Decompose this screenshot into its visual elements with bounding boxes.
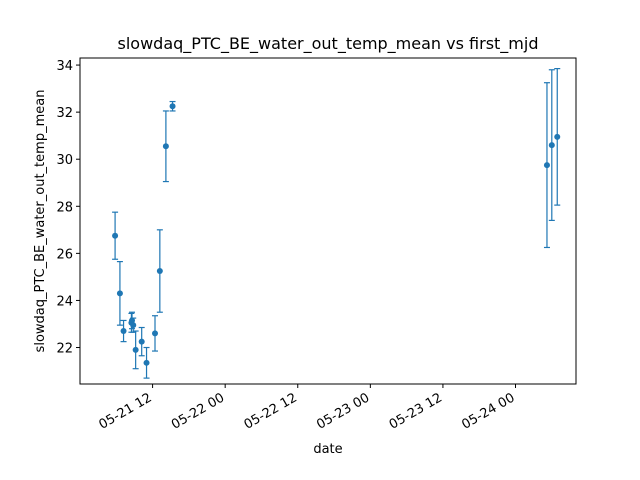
point-marker [116, 290, 123, 297]
point-marker [138, 338, 145, 345]
data-point-14 [543, 82, 550, 249]
point-marker [162, 143, 169, 150]
data-point-10 [152, 315, 159, 352]
data-point-15 [548, 69, 555, 222]
data-point-3 [120, 319, 127, 343]
point-marker [120, 328, 127, 335]
point-marker [152, 330, 159, 337]
data-point-11 [156, 229, 163, 313]
data-marks [112, 67, 561, 379]
y-axis-ticks: 22 24 26 28 30 32 34 [56, 59, 80, 357]
data-point-12 [162, 110, 169, 183]
y-tick-label: 30 [56, 153, 73, 168]
point-marker [548, 142, 555, 149]
point-marker [132, 346, 139, 353]
data-point-2 [116, 261, 123, 326]
y-tick-label: 26 [56, 247, 73, 262]
point-marker [112, 232, 119, 239]
point-marker [554, 133, 561, 140]
data-point-8 [138, 326, 145, 357]
y-axis-label: slowdaq_PTC_BE_water_out_temp_mean [33, 90, 48, 353]
y-tick-label: 28 [56, 200, 73, 215]
y-tick-label: 24 [56, 294, 73, 309]
x-axis-label: date [313, 442, 342, 457]
data-point-9 [143, 346, 150, 379]
point-marker [156, 268, 163, 275]
data-point-1 [112, 211, 119, 260]
point-marker [169, 103, 176, 110]
y-tick-label: 22 [56, 342, 73, 357]
data-point-16 [554, 67, 561, 206]
y-tick-label: 32 [56, 106, 73, 121]
data-point-13 [169, 100, 176, 112]
chart-title: slowdaq_PTC_BE_water_out_temp_mean vs fi… [118, 34, 539, 54]
y-tick-label: 34 [56, 59, 73, 74]
point-marker [543, 162, 550, 169]
point-marker [143, 359, 150, 366]
plot-frame [79, 57, 577, 385]
point-marker [130, 322, 137, 329]
data-point-7 [132, 330, 139, 370]
